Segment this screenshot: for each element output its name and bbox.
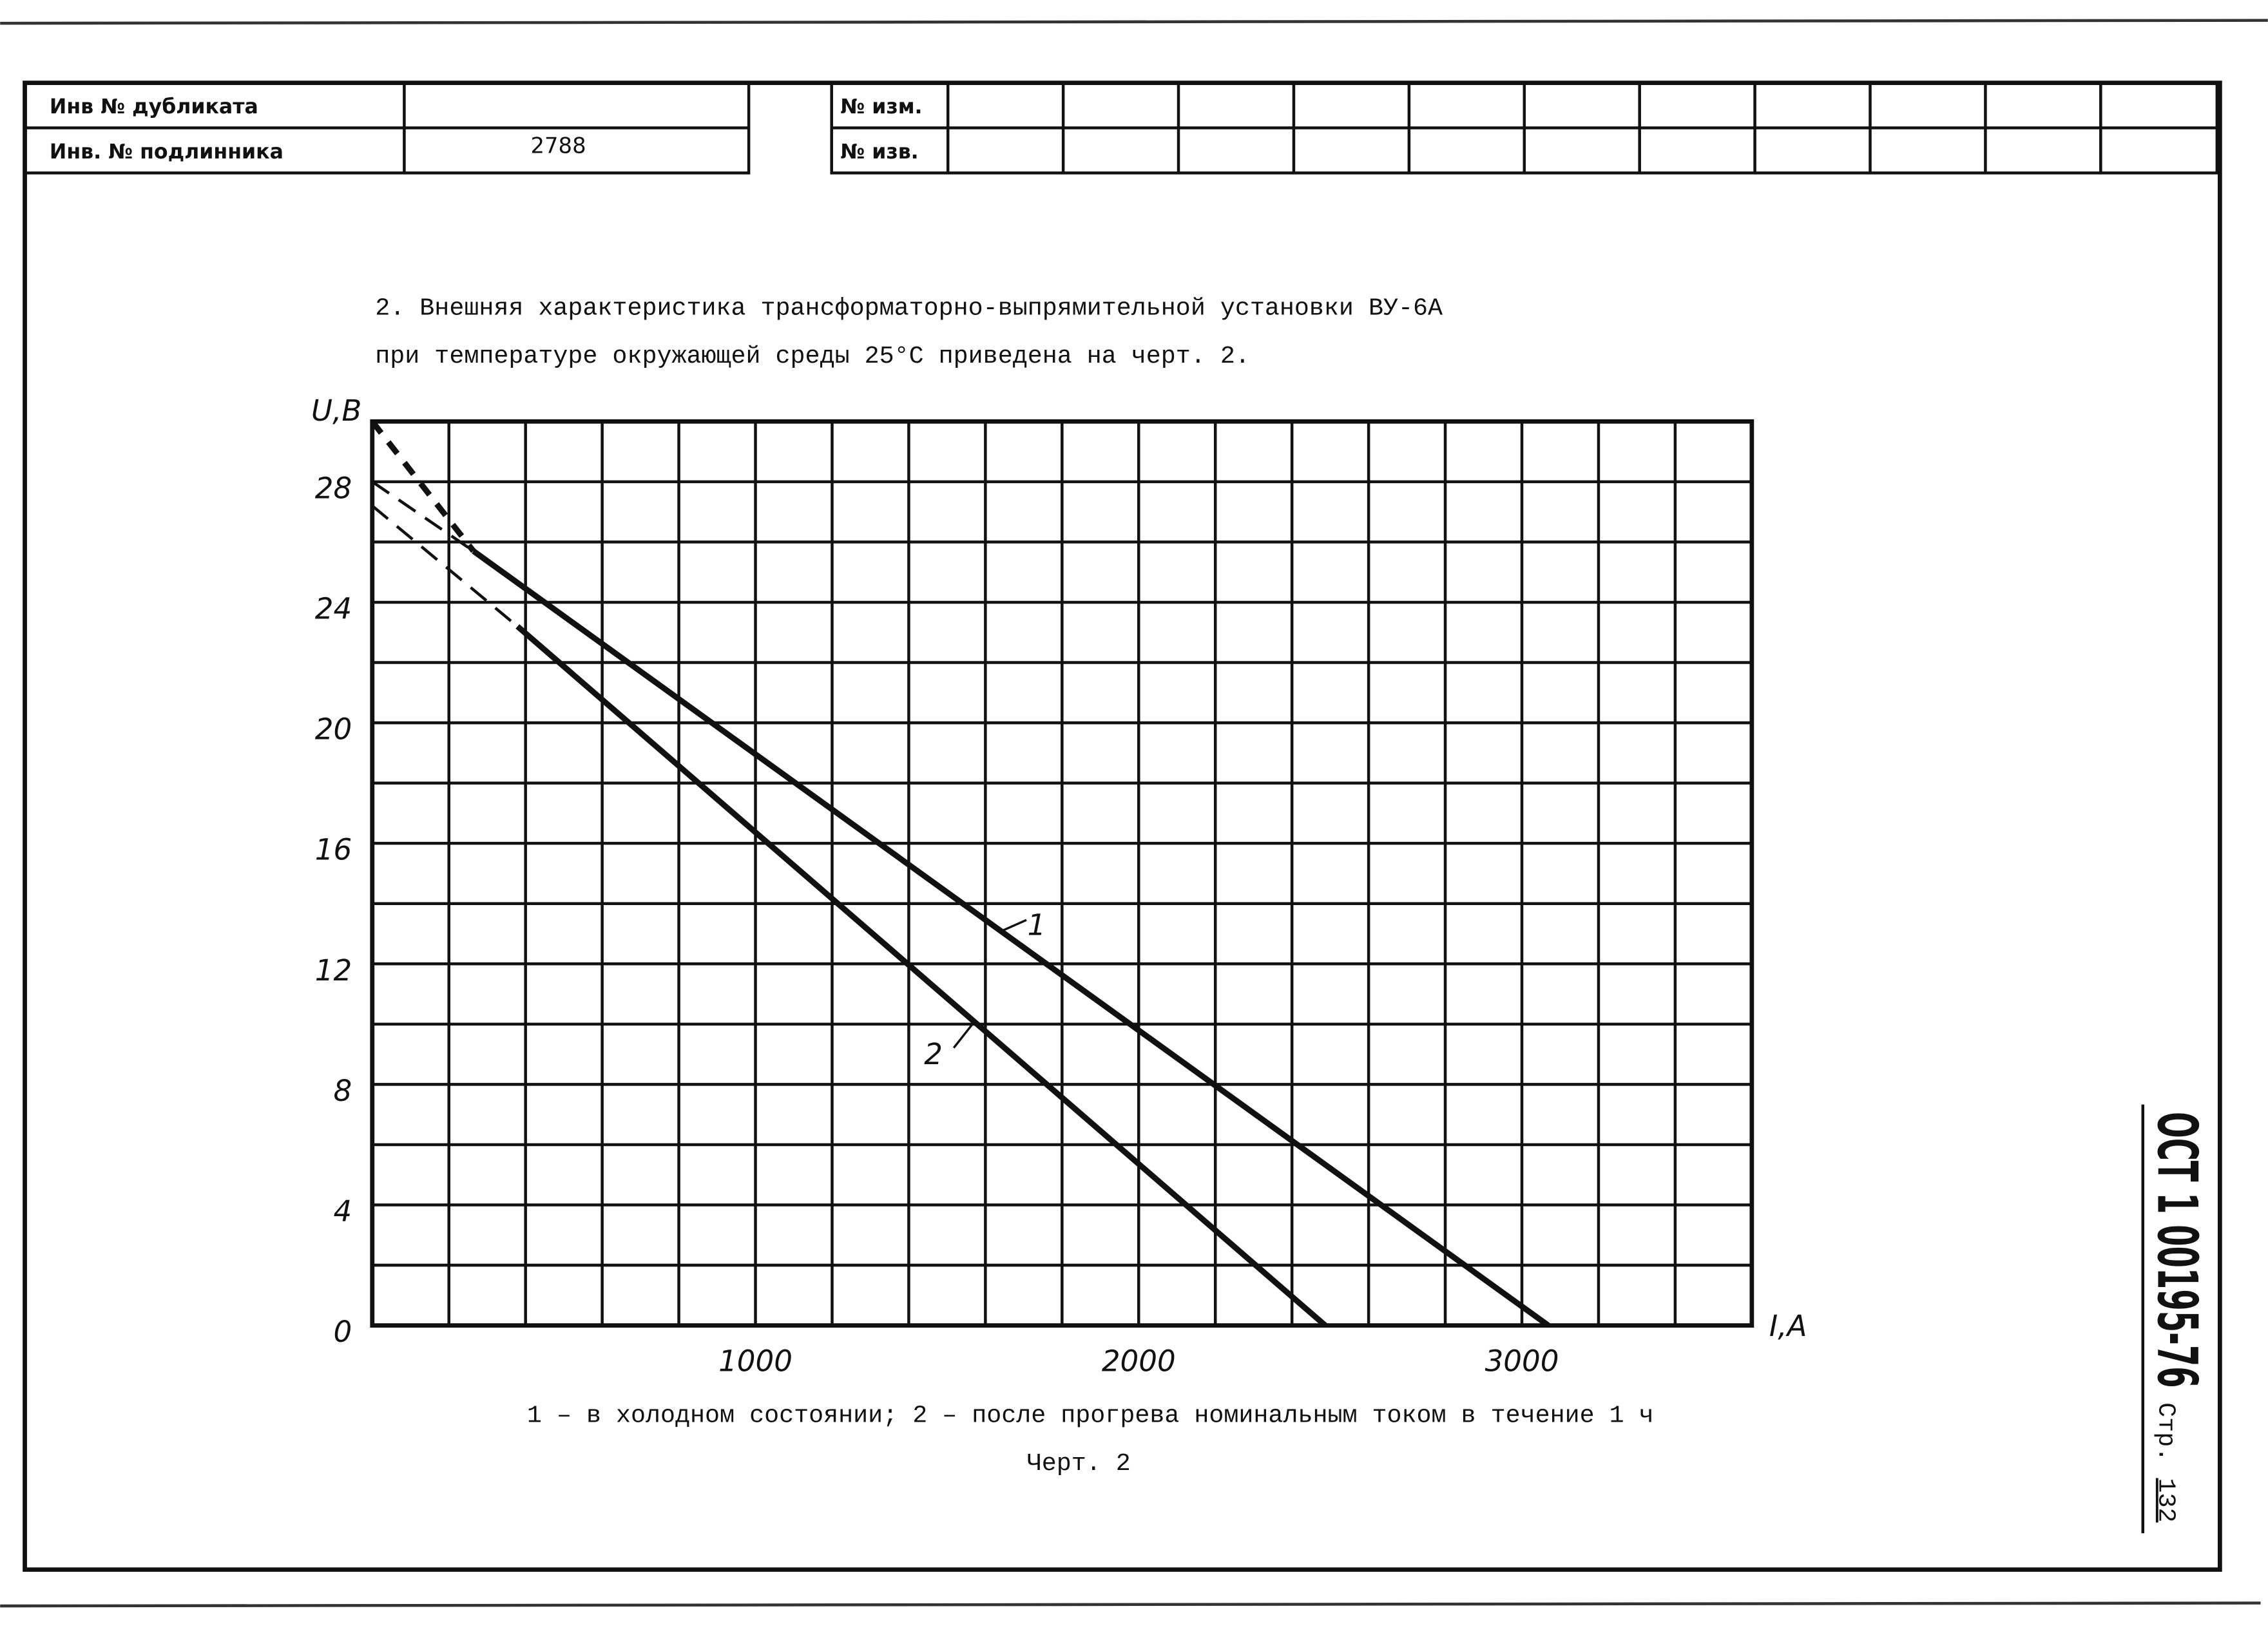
curve <box>472 548 1550 1328</box>
y-tick-label: 24 <box>315 591 352 625</box>
y-tick-label: 20 <box>315 712 352 747</box>
y-tick-label: 28 <box>315 471 352 505</box>
x-tick-label: 2000 <box>1102 1344 1176 1378</box>
y-tick-label: 4 <box>333 1194 352 1228</box>
caption: 1 – в холодном состоянии; 2 – после прог… <box>527 1402 1654 1430</box>
y-tick-label: 16 <box>315 833 352 867</box>
y-axis-label: U,B <box>311 394 361 428</box>
curve-leader <box>952 1019 977 1049</box>
header-label: № изм. <box>840 95 922 119</box>
plot-border <box>370 419 1754 1328</box>
header-label: № изв. <box>840 140 918 164</box>
figure-label: Черт. 2 <box>1027 1449 1131 1478</box>
scan-edge <box>0 19 2268 25</box>
header-label: Инв. № подлинника <box>50 140 284 164</box>
y-tick-label: 12 <box>315 953 352 988</box>
x-axis-label: I,A <box>1769 1309 1807 1343</box>
stamp-code: ОСТ 1 00195-76 <box>2145 1112 2209 1388</box>
paragraph-line: 2. Внешняя характеристика трансформаторн… <box>375 294 1443 322</box>
curve <box>371 480 475 553</box>
stamp-page-label: Стр. <box>2152 1402 2180 1462</box>
paragraph-line: при температуре окружающей среды 25°С пр… <box>375 342 1250 370</box>
curve-label: 1 <box>1027 908 1046 942</box>
y-tick-label: 8 <box>333 1074 352 1108</box>
header-value: 2788 <box>531 133 586 158</box>
left-table <box>23 81 751 175</box>
header-label: Инв № дубликата <box>50 95 258 119</box>
right-table <box>830 81 2219 175</box>
curve-label: 2 <box>924 1037 943 1071</box>
x-tick-label: 3000 <box>1485 1344 1559 1378</box>
x-tick-label: 1000 <box>718 1344 793 1378</box>
curve-leader <box>999 919 1027 933</box>
curve <box>370 419 476 553</box>
stamp-page: 132 <box>2152 1478 2180 1523</box>
stamp: ОСТ 1 00195-76 Стр. 132 <box>2145 1112 2209 1523</box>
scan-edge <box>0 1601 2261 1608</box>
y-tick-label: 0 <box>333 1315 352 1349</box>
curve <box>515 624 1327 1328</box>
